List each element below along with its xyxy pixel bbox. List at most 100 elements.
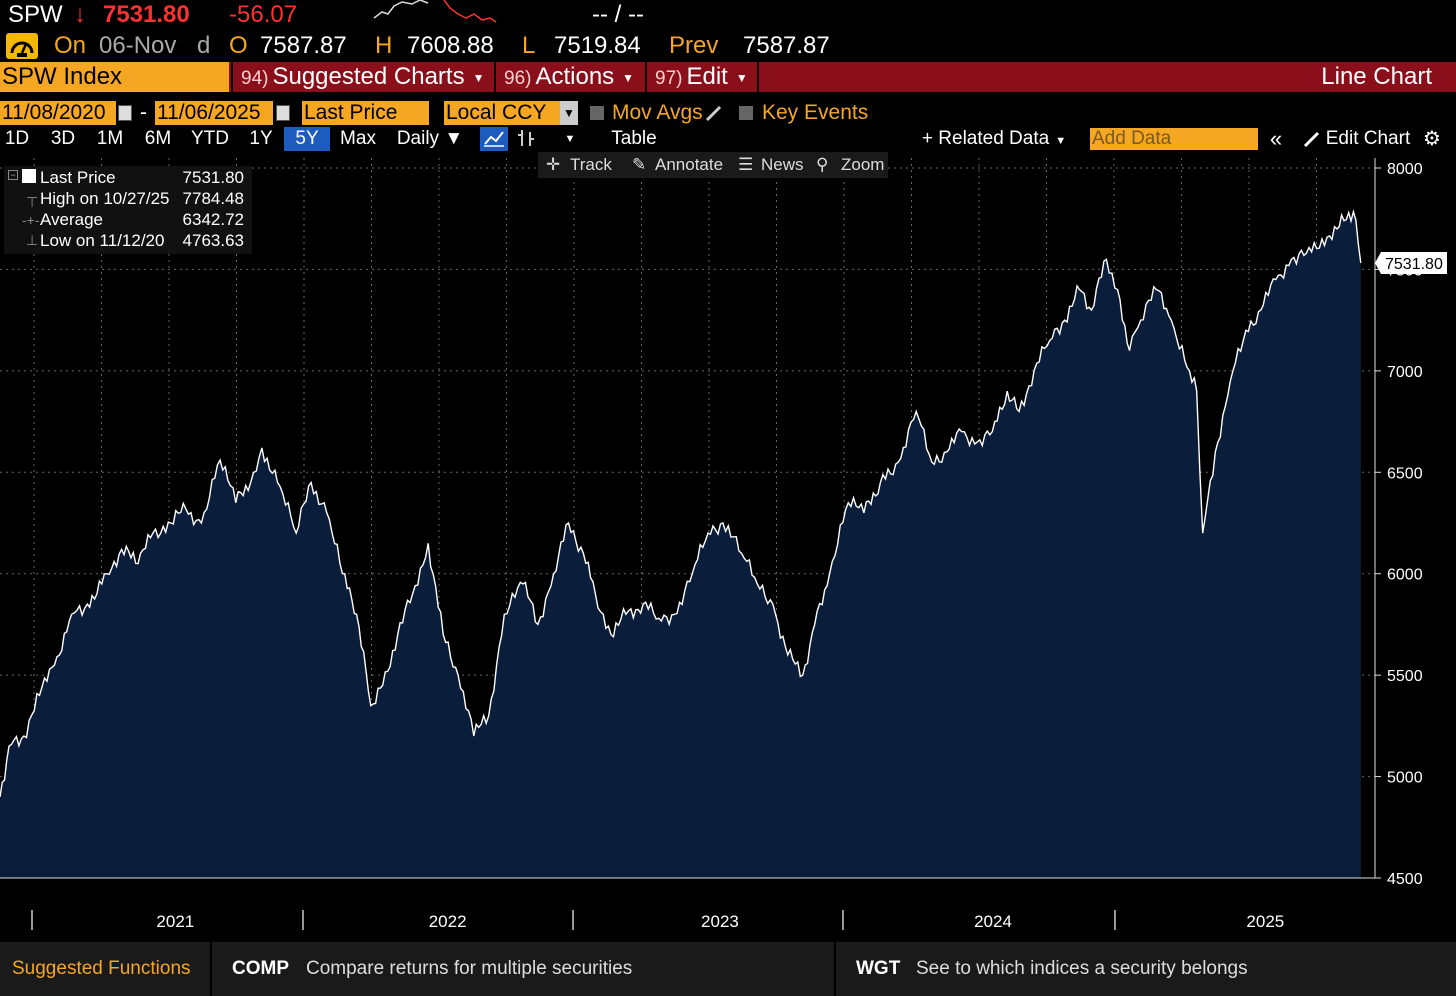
footer-divider [834, 942, 836, 996]
chevron-down-icon: ▼ [622, 70, 635, 85]
period-5y-button[interactable]: 5Y [284, 127, 330, 151]
high-value: 7608.88 [407, 32, 494, 59]
mov-avgs-label: Mov Avgs [612, 101, 703, 124]
actions-menu[interactable]: 96) Actions ▼ [494, 62, 634, 92]
date-separator: - [140, 101, 147, 124]
period-max-button[interactable]: Max [340, 128, 376, 149]
period-1m-button[interactable]: 1M [96, 128, 124, 149]
low-marker-icon: ⊥ [26, 232, 39, 248]
ticker-symbol[interactable]: SPW [8, 1, 63, 28]
legend-average-value: 6342.72 [182, 210, 244, 229]
calendar-icon[interactable] [118, 105, 132, 121]
comp-function-desc[interactable]: Compare returns for multiple securities [306, 958, 633, 979]
suggested-charts-label: Suggested Charts [272, 63, 465, 90]
actions-label: Actions [535, 63, 615, 90]
series-swatch-icon[interactable] [22, 169, 36, 183]
intraday-sparkline [373, 0, 497, 23]
table-button[interactable]: Table [611, 128, 657, 149]
x-tick-label: 2025 [1246, 912, 1284, 931]
quote-frequency: d [197, 32, 211, 59]
y-tick-label: 5000 [1387, 770, 1423, 787]
news-tool[interactable]: News [761, 155, 804, 174]
zoom-tool[interactable]: Zoom [841, 155, 885, 174]
price-area-fill [0, 211, 1361, 879]
down-arrow-icon: ↓ [74, 1, 86, 28]
suggested-charts-menu[interactable]: 94) Suggested Charts ▼ [231, 62, 484, 92]
chart-options-row: 11/08/2020 - 11/06/2025 Last Price Local… [0, 101, 1456, 125]
chevron-down-icon[interactable]: ▼ [564, 133, 576, 145]
comp-function-code[interactable]: COMP [232, 958, 289, 979]
chevron-down-icon[interactable]: ▼ [560, 101, 578, 125]
chevron-down-icon: ▼ [735, 70, 748, 85]
suggested-charts-number: 94) [241, 68, 269, 89]
edit-chart-button[interactable]: Edit Chart [1296, 127, 1416, 151]
chart-legend: − Last Price 7531.80 ⊤ High on 10/27/25 … [4, 166, 252, 254]
function-tab-bar: SPW Index 94) Suggested Charts ▼ 96) Action… [0, 62, 1456, 92]
sparkline-up-segment [373, 0, 429, 19]
prev-label: Prev [669, 32, 719, 59]
collapse-icon[interactable]: « [1269, 126, 1283, 151]
period-6m-button[interactable]: 6M [144, 128, 172, 149]
date-prefix: On [54, 32, 87, 59]
legend-average-label: Average [40, 210, 104, 229]
collapse-legend-icon[interactable]: − [8, 170, 18, 180]
suggested-functions-title: Suggested Functions [12, 958, 191, 979]
frequency-dropdown[interactable]: Daily ▼ [396, 128, 464, 149]
open-label: O [229, 32, 248, 59]
price-chart[interactable]: 450050005500600065007000750080007531.802… [0, 150, 1456, 940]
line-chart-icon[interactable] [480, 127, 508, 151]
annotate-pencil-icon: ✎ [632, 155, 647, 174]
period-ytd-button[interactable]: YTD [191, 128, 229, 149]
key-events-checkbox[interactable] [739, 106, 753, 120]
y-tick-label: 6500 [1387, 465, 1423, 482]
calendar-icon[interactable] [276, 105, 290, 121]
average-marker-icon: -+- [22, 212, 40, 228]
y-tick-label: 7000 [1387, 364, 1423, 381]
annotate-tool[interactable]: Annotate [655, 155, 724, 174]
x-tick-label: 2021 [156, 912, 194, 931]
bar-chart-icon[interactable] [512, 127, 540, 151]
legend-low-value: 4763.63 [182, 231, 244, 250]
pencil-icon[interactable] [704, 104, 724, 122]
period-3d-button[interactable]: 3D [50, 128, 76, 149]
related-data-menu[interactable]: + Related Data ▼ [914, 127, 1074, 151]
edit-menu[interactable]: 97) Edit ▼ [645, 62, 748, 92]
suggested-functions-bar: Suggested Functions COMP Compare returns… [0, 942, 1456, 996]
gear-icon[interactable]: ⚙ [1423, 128, 1441, 150]
period-1d-button[interactable]: 1D [4, 128, 30, 149]
high-marker-icon: ⊤ [26, 194, 39, 210]
edit-chart-label: Edit Chart [1325, 128, 1411, 149]
actions-number: 96) [504, 68, 532, 89]
edit-number: 97) [655, 68, 683, 89]
period-toolbar: 1D 3D 1M 6M YTD 1Y 5Y Max Daily ▼ ▼ Tabl… [0, 127, 1456, 151]
price-line [0, 209, 1362, 798]
chart-type-title: Line Chart [1321, 63, 1432, 90]
footer-divider [210, 942, 212, 996]
track-tool[interactable]: Track [570, 155, 612, 174]
wgt-function-code[interactable]: WGT [856, 958, 901, 979]
gauge-icon[interactable] [6, 33, 38, 59]
y-tick-label: 8000 [1387, 161, 1423, 178]
sparkline-down-segment [443, 0, 497, 23]
x-tick-label: 2023 [701, 912, 739, 931]
add-data-input[interactable]: Add Data [1090, 128, 1258, 150]
chevron-down-icon: ▼ [1055, 135, 1067, 147]
mov-avgs-checkbox[interactable] [590, 106, 604, 120]
y-tick-label: 6000 [1387, 567, 1423, 584]
start-date-field[interactable]: 11/08/2020 [0, 101, 116, 125]
quote-date: 06-Nov [99, 32, 177, 59]
field-selector[interactable]: Last Price [302, 101, 429, 125]
low-label: L [522, 32, 536, 59]
last-price: 7531.80 [103, 1, 190, 28]
end-date-field[interactable]: 11/06/2025 [155, 101, 273, 125]
x-tick-label: 2024 [974, 912, 1012, 931]
security-field[interactable]: SPW Index [0, 62, 229, 92]
edit-label: Edit [686, 63, 728, 90]
wgt-function-desc[interactable]: See to which indices a security belongs [916, 958, 1248, 979]
bid-ask: -- / -- [592, 1, 644, 28]
currency-selector[interactable]: Local CCY [444, 101, 560, 125]
net-change: -56.07 [229, 1, 298, 28]
related-data-label: + Related Data [921, 128, 1050, 149]
period-1y-button[interactable]: 1Y [249, 128, 273, 149]
x-tick-label: 2022 [429, 912, 467, 931]
